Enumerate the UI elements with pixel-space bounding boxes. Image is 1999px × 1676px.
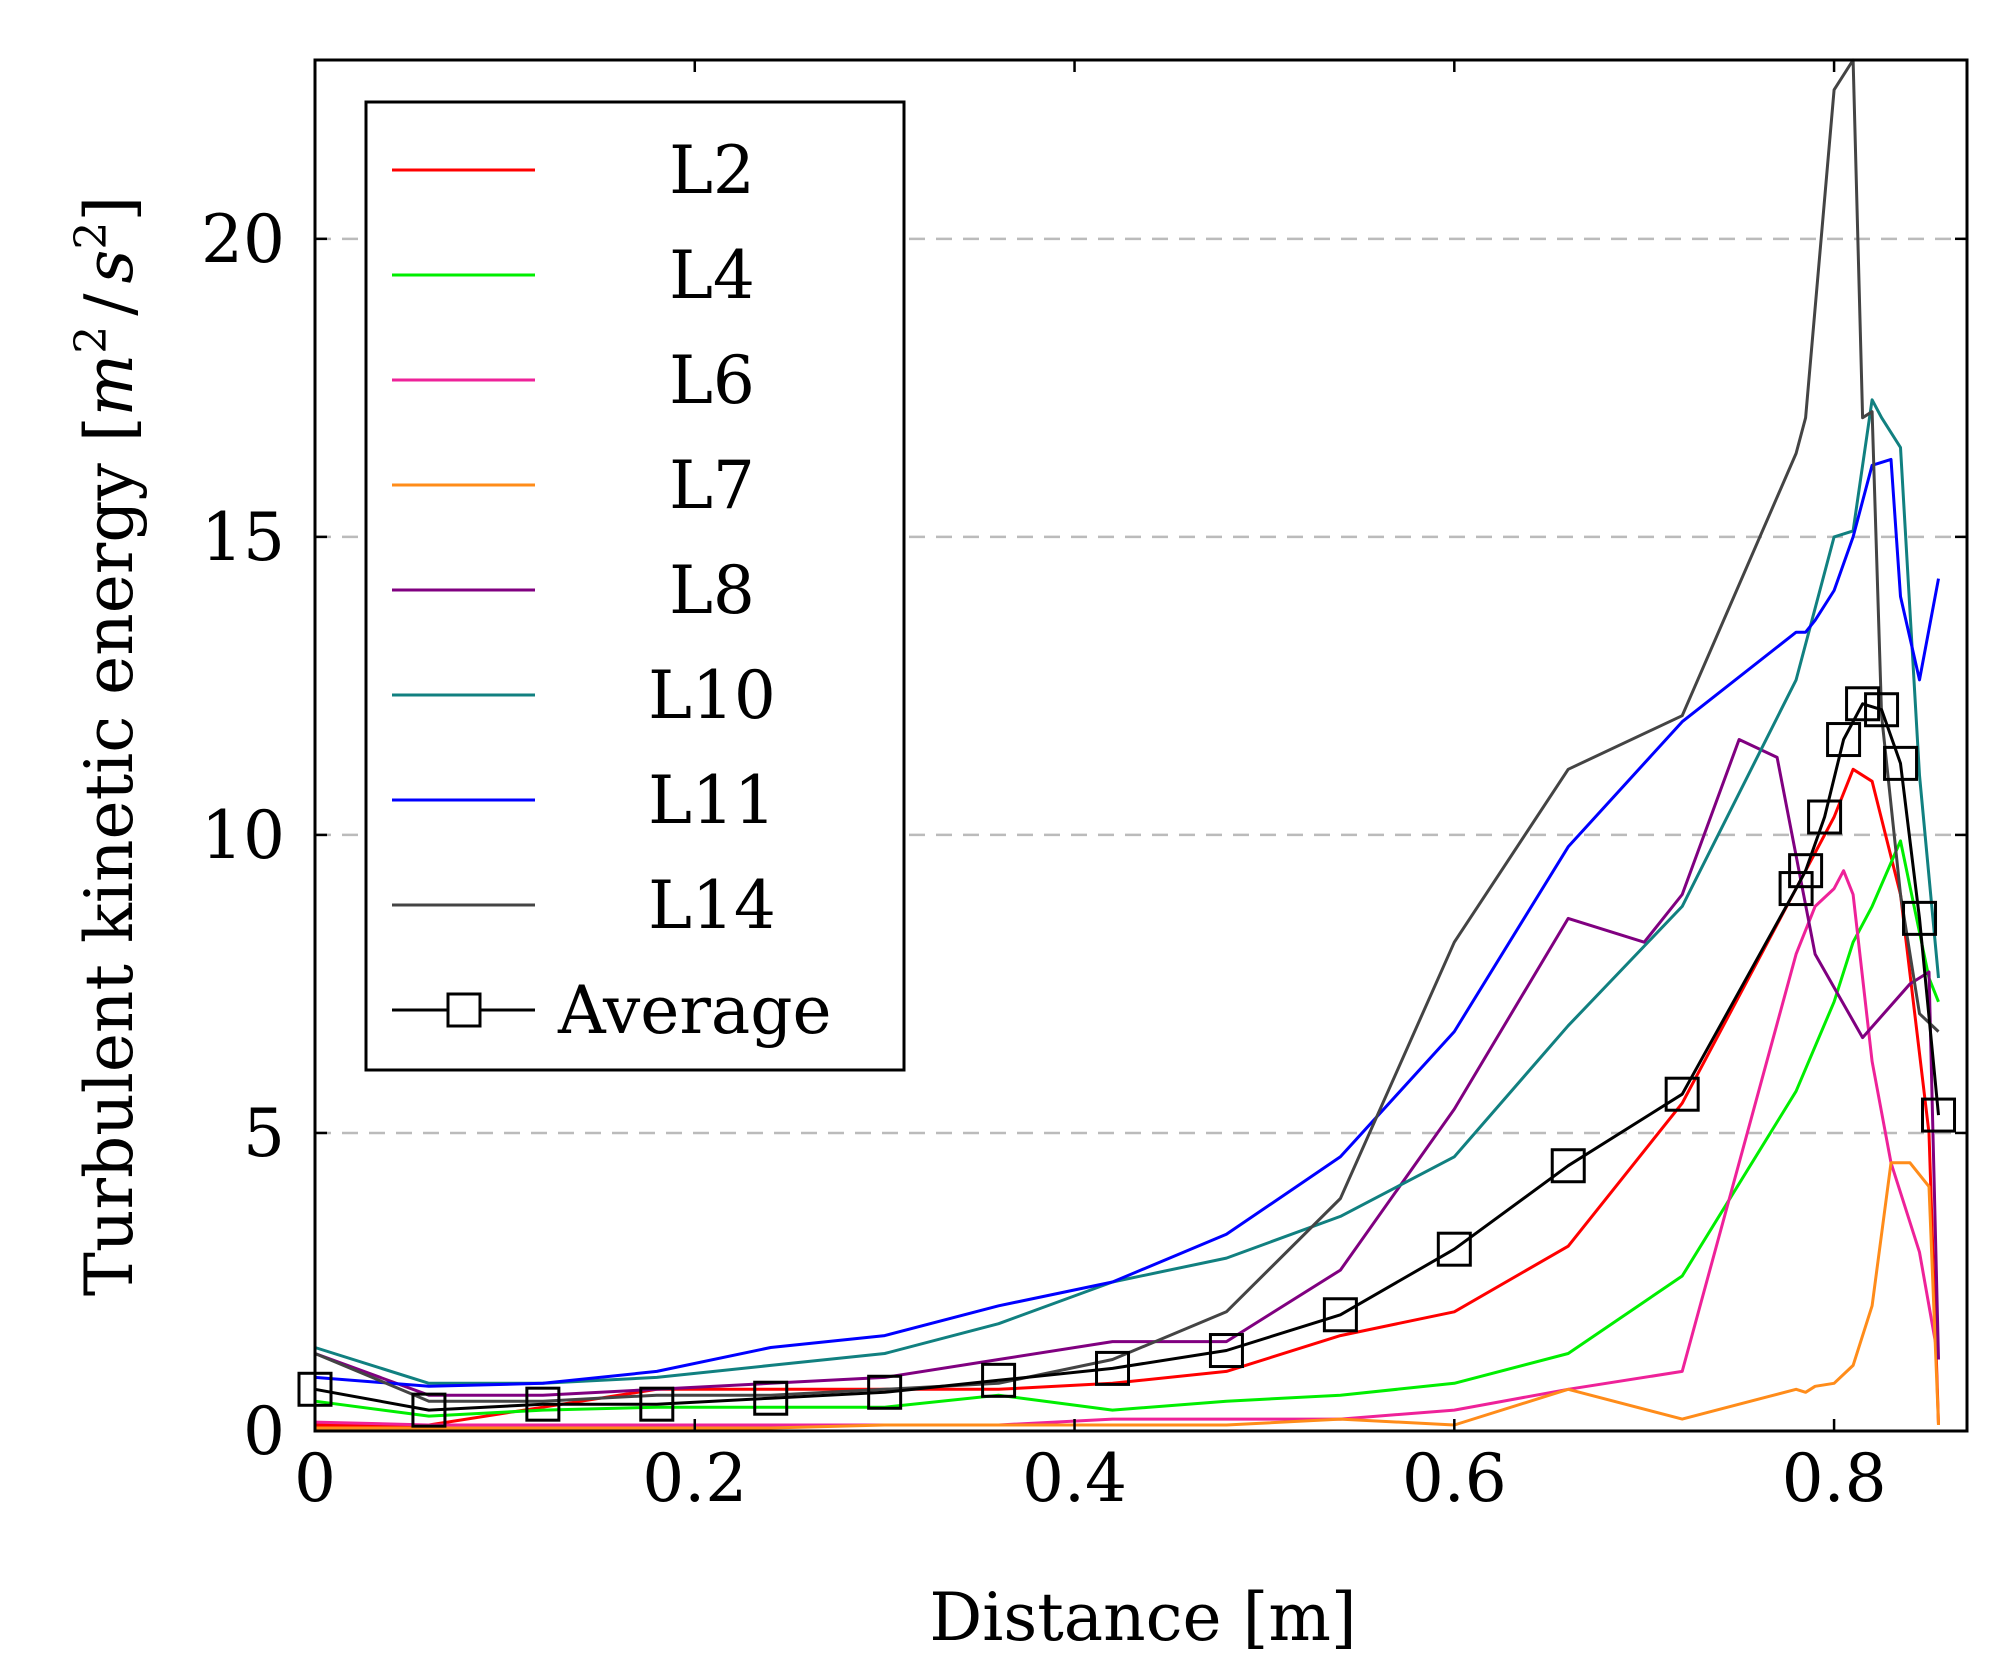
legend-label-l8: L8 [669, 552, 755, 629]
y-tick-label: 20 [201, 201, 285, 278]
average-marker [1788, 853, 1824, 889]
average-marker [1664, 1076, 1700, 1112]
average-marker [753, 1380, 789, 1416]
average-marker [411, 1392, 447, 1428]
series-line-l10 [314, 398, 1940, 1385]
legend-label-l4: L4 [669, 237, 755, 314]
average-marker [1883, 745, 1919, 781]
x-tick-label: 0 [294, 1440, 336, 1517]
y-axis-title: Turbulent kinetic energy [m2/s2] [66, 196, 148, 1296]
y-axis-unit-m: m [71, 354, 148, 417]
legend: L2 L4 L6 L7 L8 L10 L11 L14 Average [364, 100, 906, 1072]
series-line-l4 [314, 839, 1940, 1418]
y-tick-label: 5 [243, 1095, 285, 1172]
legend-label-l2: L2 [669, 132, 755, 209]
series-line-average [314, 702, 1940, 1412]
legend-marker-average [446, 992, 482, 1028]
axis-ticks: 0 0.2 0.4 0.6 0.8 0 5 10 15 20 [201, 60, 1967, 1517]
series-line-l11 [314, 457, 1940, 1388]
average-marker [1902, 900, 1938, 936]
average-marker [1322, 1297, 1358, 1333]
average-marker [981, 1362, 1017, 1398]
y-tick-label: 10 [201, 797, 285, 874]
average-marker [1826, 722, 1862, 758]
y-axis-unit-exp1: 2 [66, 326, 117, 354]
plot-frame [313, 58, 1969, 1433]
x-tick-label: 0.2 [642, 1440, 747, 1517]
average-marker [1864, 692, 1900, 728]
y-axis-unit-slash: / [71, 293, 148, 316]
average-marker [1778, 871, 1814, 907]
x-tick-label: 0.6 [1402, 1440, 1507, 1517]
average-marker [1550, 1148, 1586, 1184]
legend-label-average: Average [557, 972, 832, 1049]
legend-label-l10: L10 [648, 657, 776, 734]
series-line-l14 [314, 58, 1940, 1403]
y-axis-unit-open-bracket: [ [71, 416, 148, 442]
average-marker [1436, 1231, 1472, 1267]
x-tick-label: 0.4 [1022, 1440, 1127, 1517]
y-axis-unit-s: s [71, 250, 148, 284]
x-axis-title: Distance [m] [929, 1579, 1356, 1656]
legend-label-l14: L14 [648, 867, 776, 944]
legend-label-l11: L11 [648, 762, 776, 839]
average-marker [639, 1386, 675, 1422]
legend-label-l6: L6 [669, 342, 755, 419]
series-line-l8 [314, 738, 1940, 1397]
average-marker [1807, 799, 1843, 835]
legend-label-l7: L7 [669, 447, 755, 524]
x-tick-label: 0.8 [1782, 1440, 1887, 1517]
series-line-l6 [314, 869, 1940, 1427]
average-marker [1921, 1097, 1957, 1133]
average-marker [1845, 686, 1881, 722]
y-tick-label: 15 [201, 499, 285, 576]
y-axis-unit-exp2: 2 [66, 222, 117, 250]
y-axis-unit-close-bracket: ] [71, 196, 148, 222]
legend-box [364, 100, 906, 1072]
series-line-l7 [315, 1161, 1940, 1430]
y-axis-title-text: Turbulent kinetic energy [71, 442, 148, 1296]
average-marker [1095, 1350, 1131, 1386]
y-tick-label: 0 [243, 1393, 285, 1470]
average-marker [1208, 1333, 1244, 1369]
legend-items: L2 L4 L6 L7 L8 L10 L11 L14 Average [392, 132, 832, 1049]
average-marker [525, 1386, 561, 1422]
average-marker [867, 1374, 903, 1410]
